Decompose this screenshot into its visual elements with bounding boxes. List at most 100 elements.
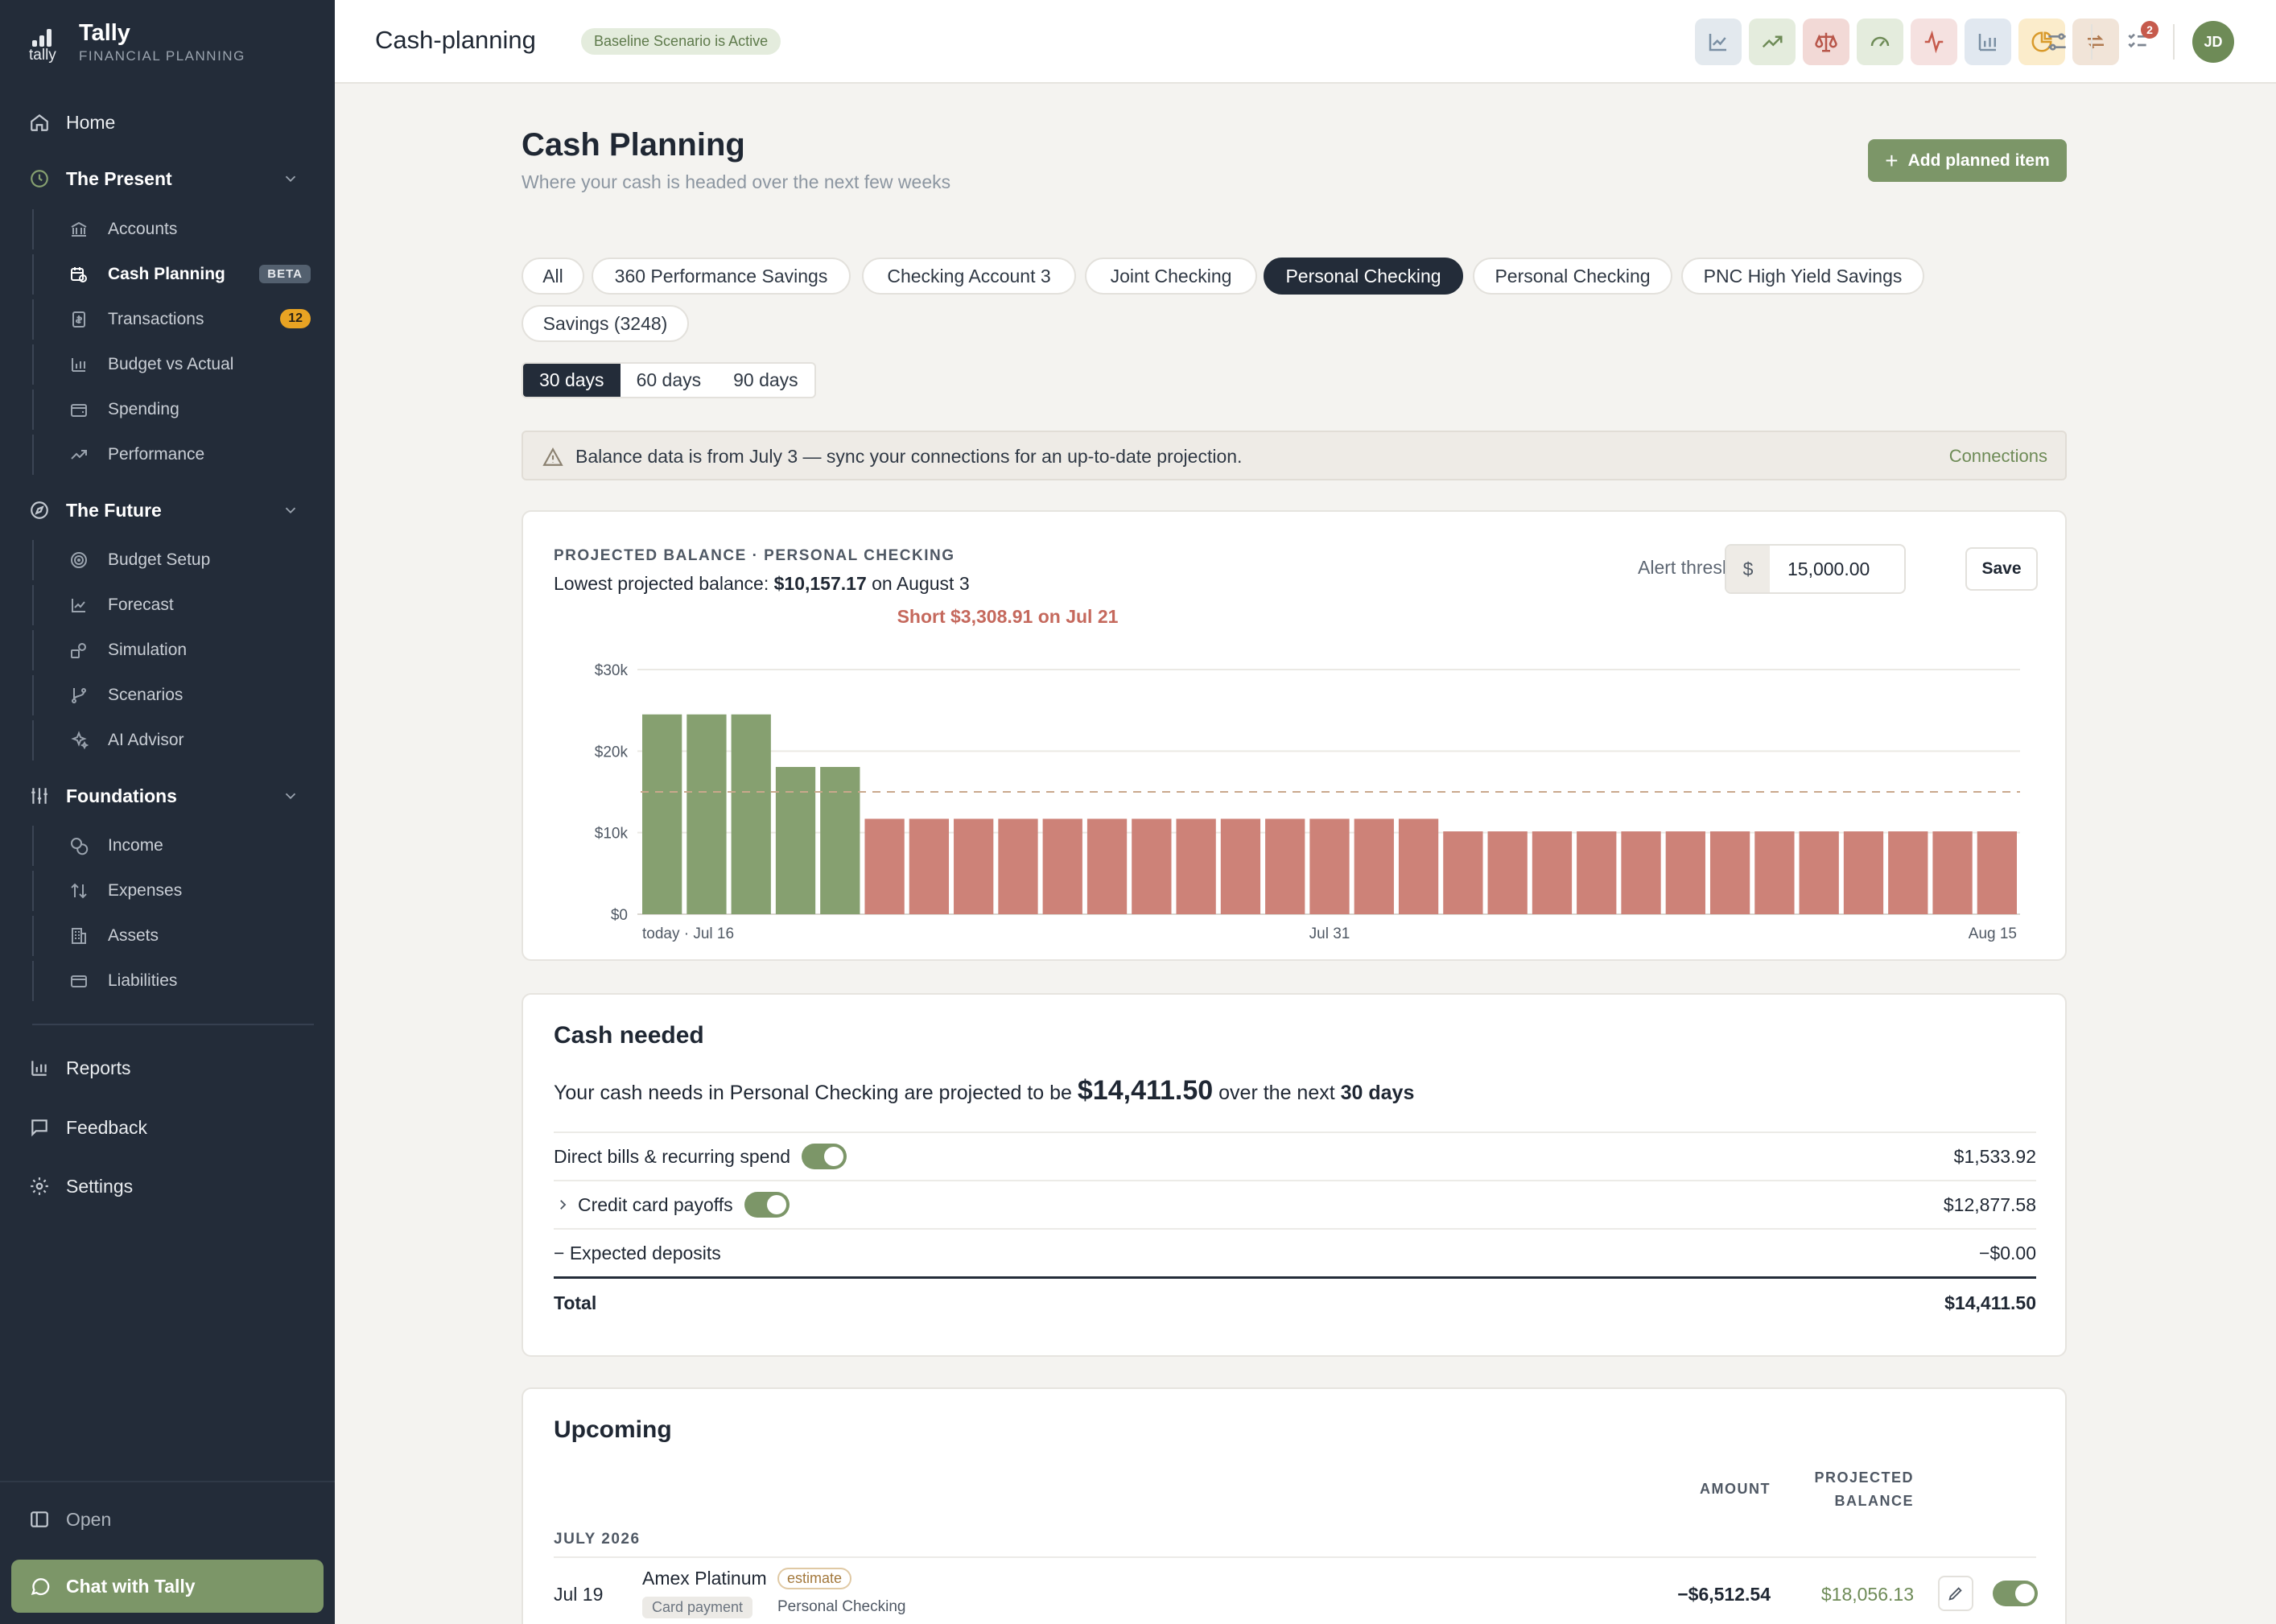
bar bbox=[1621, 831, 1661, 914]
arrows-up-down-icon bbox=[71, 883, 87, 899]
toolbar-activity-button[interactable] bbox=[1911, 19, 1957, 65]
sidebar-item-spending[interactable]: Spending bbox=[32, 390, 324, 430]
transactions-count-badge: 12 bbox=[280, 309, 311, 328]
sidebar-item-ai-advisor[interactable]: AI Advisor bbox=[32, 720, 324, 760]
chevron-down-icon bbox=[285, 793, 296, 800]
toolbar-bar-chart-button[interactable] bbox=[1965, 19, 2011, 65]
sidebar-item-expenses[interactable]: Expenses bbox=[32, 871, 324, 911]
sidebar-item-label: Expenses bbox=[108, 881, 183, 900]
upcoming-card: Upcoming AMOUNT PROJECTED BALANCE JULY 2… bbox=[522, 1387, 2067, 1624]
toolbar-scale-button[interactable] bbox=[1803, 19, 1849, 65]
account-chip[interactable]: Savings (3248) bbox=[522, 305, 689, 342]
bar bbox=[1309, 818, 1350, 914]
brand-subtitle: FINANCIAL PLANNING bbox=[79, 47, 245, 64]
line-chart-icon bbox=[72, 599, 85, 612]
account-chip[interactable]: Personal Checking bbox=[1264, 258, 1463, 295]
range-option[interactable]: 30 days bbox=[523, 364, 621, 397]
chevron-down-icon bbox=[285, 175, 296, 183]
month-group-label: JULY 2026 bbox=[554, 1531, 641, 1548]
sidebar-section-future[interactable]: The Future bbox=[11, 488, 324, 533]
cash-needed-card: Cash needed Your cash needs in Personal … bbox=[522, 993, 2067, 1357]
sliders-icon[interactable] bbox=[2044, 29, 2070, 55]
sidebar-section-present[interactable]: The Present bbox=[11, 156, 324, 201]
toolbar-repeat-button[interactable] bbox=[2072, 19, 2119, 65]
account-chip[interactable]: 360 Performance Savings bbox=[592, 258, 851, 295]
alert-threshold-input[interactable]: $ 15,000.00 bbox=[1725, 544, 1906, 594]
git-branch-icon bbox=[72, 688, 86, 703]
sidebar-item-label: Scenarios bbox=[108, 686, 183, 704]
coins-icon bbox=[71, 838, 89, 855]
account-chip[interactable]: Personal Checking bbox=[1473, 258, 1672, 295]
range-option[interactable]: 90 days bbox=[733, 369, 798, 390]
sidebar-item-budget-setup[interactable]: Budget Setup bbox=[32, 540, 324, 580]
range-option[interactable]: 60 days bbox=[636, 369, 702, 390]
bar bbox=[1932, 831, 1973, 914]
sidebar-item-reports[interactable]: Reports bbox=[11, 1045, 324, 1090]
bills-toggle[interactable] bbox=[802, 1144, 847, 1169]
sidebar-item-liabilities[interactable]: Liabilities bbox=[32, 961, 324, 1001]
sidebar-item-simulation[interactable]: Simulation bbox=[32, 630, 324, 670]
sidebar-item-scenarios[interactable]: Scenarios bbox=[32, 675, 324, 715]
row-amount: −$0.00 bbox=[1979, 1242, 2036, 1263]
sidebar-section-foundations[interactable]: Foundations bbox=[11, 773, 324, 818]
avatar[interactable]: JD bbox=[2192, 21, 2234, 63]
header-divider bbox=[2173, 24, 2175, 60]
sidebar-item-budget-vs-actual[interactable]: Budget vs Actual bbox=[32, 344, 324, 385]
toolbar-gauge-button[interactable] bbox=[1857, 19, 1903, 65]
sidebar-item-settings[interactable]: Settings bbox=[11, 1164, 324, 1209]
notifications-button[interactable]: 2 bbox=[2125, 21, 2158, 55]
account-chip[interactable]: PNC High Yield Savings bbox=[1681, 258, 1924, 295]
sidebar-item-home[interactable]: Home bbox=[11, 100, 324, 145]
line-chart-icon bbox=[1709, 34, 1726, 52]
y-tick-label: $30k bbox=[595, 662, 629, 679]
sidebar-item-feedback[interactable]: Feedback bbox=[11, 1105, 324, 1150]
bar bbox=[954, 818, 994, 914]
sidebar-item-label: Settings bbox=[66, 1175, 134, 1197]
credit-card-toggle[interactable] bbox=[744, 1192, 790, 1218]
upcoming-amount: −$6,512.54 bbox=[1677, 1584, 1771, 1605]
bar bbox=[1888, 831, 1928, 914]
sidebar-item-label: Simulation bbox=[108, 641, 188, 659]
chevron-right-icon[interactable] bbox=[555, 1197, 570, 1212]
sidebar-item-label: Home bbox=[66, 111, 116, 133]
include-item-toggle[interactable] bbox=[1993, 1581, 2038, 1606]
sidebar-item-assets[interactable]: Assets bbox=[32, 916, 324, 956]
sidebar-item-accounts[interactable]: Accounts bbox=[32, 209, 324, 249]
add-planned-item-button[interactable]: + Add planned item bbox=[1868, 139, 2067, 182]
account-chip[interactable]: Checking Account 3 bbox=[862, 258, 1076, 295]
header-divider bbox=[2091, 24, 2093, 60]
save-threshold-button[interactable]: Save bbox=[1965, 547, 2038, 591]
bar bbox=[820, 767, 860, 914]
bar bbox=[1132, 818, 1172, 914]
sidebar-open-toggle[interactable]: Open bbox=[11, 1497, 324, 1542]
sidebar-item-income[interactable]: Income bbox=[32, 826, 324, 866]
lowest-balance-line: Lowest projected balance: $10,157.17 on … bbox=[554, 573, 970, 595]
target-icon bbox=[71, 552, 87, 568]
sidebar-item-label: Forecast bbox=[108, 596, 174, 614]
section-label: The Future bbox=[66, 499, 162, 521]
upcoming-title: Upcoming bbox=[554, 1416, 672, 1443]
scenario-badge[interactable]: Baseline Scenario is Active bbox=[581, 28, 781, 55]
brand[interactable]: tally Tally FINANCIAL PLANNING bbox=[26, 18, 245, 66]
sidebar-item-label: Budget Setup bbox=[108, 550, 211, 569]
edit-item-button[interactable] bbox=[1938, 1576, 1973, 1611]
x-tick-label: Aug 15 bbox=[1969, 925, 2017, 942]
range-selector: 30 days 60 days 90 days bbox=[522, 362, 816, 398]
sidebar-item-transactions[interactable]: Transactions 12 bbox=[32, 299, 324, 340]
currency-prefix: $ bbox=[1726, 546, 1770, 592]
toolbar-line-chart-button[interactable] bbox=[1695, 19, 1742, 65]
logo-word: tally bbox=[29, 47, 56, 64]
toolbar-pie-chart-button[interactable] bbox=[2018, 19, 2065, 65]
connections-link[interactable]: Connections bbox=[1948, 446, 2047, 466]
sidebar-item-cash-planning[interactable]: Cash Planning BETA bbox=[32, 254, 324, 295]
bar bbox=[1443, 831, 1483, 914]
threshold-value[interactable]: 15,000.00 bbox=[1787, 558, 1870, 579]
sidebar-item-performance[interactable]: Performance bbox=[32, 435, 324, 475]
bar bbox=[1487, 831, 1528, 914]
chat-with-tally-button[interactable]: Chat with Tally bbox=[11, 1560, 324, 1613]
account-chip[interactable]: Joint Checking bbox=[1085, 258, 1257, 295]
toolbar-trending-up-button[interactable] bbox=[1749, 19, 1796, 65]
sidebar-item-label: Feedback bbox=[66, 1116, 148, 1138]
account-chip[interactable]: All bbox=[522, 258, 584, 295]
sidebar-item-forecast[interactable]: Forecast bbox=[32, 585, 324, 625]
